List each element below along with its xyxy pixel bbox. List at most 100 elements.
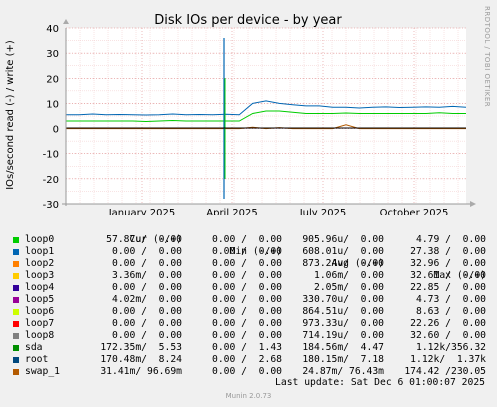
legend-max: 32.61 / 0.00 (410, 270, 486, 281)
legend-swatch (13, 297, 19, 303)
legend-swatch (13, 261, 19, 267)
legend-name: sda (25, 342, 43, 353)
legend-row-loop8: loop8 0.00 / 0.00 0.00 / 0.00 714.19u/ 0.00… (10, 330, 490, 342)
y-tick-label: -20 (43, 175, 59, 186)
legend-name: loop5 (25, 294, 55, 305)
legend-name: root (25, 354, 49, 365)
legend-row-loop5: loop5 4.02m/ 0.00 0.00 / 0.00 330.70u/ 0.00… (10, 294, 490, 306)
legend-cur: 57.87u/ 0.00 (106, 234, 182, 245)
legend-row-loop4: loop4 0.00 / 0.00 0.00 / 0.00 2.05m/ 0.00 22… (10, 282, 490, 294)
legend-cur: 0.00 / 0.00 (112, 318, 182, 329)
legend-header-min: Min (-/+) (229, 246, 283, 257)
y-tick-label: 30 (46, 49, 59, 60)
legend-max: 4.73 / 0.00 (416, 294, 486, 305)
x-tick-label: October 2025 (380, 208, 449, 215)
legend-avg: 864.51u/ 0.00 (302, 306, 384, 317)
legend-max: 1.12k/ 1.37k (410, 354, 486, 365)
x-axis-arrow (470, 201, 476, 207)
legend-swatch (13, 333, 19, 339)
legend-avg: 2.05m/ 0.00 (314, 282, 384, 293)
y-tick-label: 0 (53, 125, 59, 136)
legend-cur: 31.41m/ 96.69m (100, 366, 182, 377)
legend-avg: 608.01u/ 0.00 (302, 246, 384, 257)
legend-avg: 973.33u/ 0.00 (302, 318, 384, 329)
series-line-swap_1 (66, 124, 466, 130)
legend-swatch (13, 285, 19, 291)
legend-max: 22.85 / 0.00 (410, 282, 486, 293)
legend-swatch (13, 321, 19, 327)
legend-max: 4.79 / 0.00 (416, 234, 486, 245)
series-line-root (66, 100, 467, 116)
y-axis-arrow (63, 19, 69, 24)
legend-row-loop7: loop7 0.00 / 0.00 0.00 / 0.00 973.33u/ 0.00… (10, 318, 490, 330)
legend-row-sda: sda 172.35m/ 5.53 0.00 / 1.43 184.56m/ 4.47… (10, 342, 490, 354)
legend-cur: 0.00 / 0.00 (112, 306, 182, 317)
legend-name: loop7 (25, 318, 55, 329)
legend-cur: 0.00 / 0.00 (112, 282, 182, 293)
legend-name: loop1 (25, 246, 55, 257)
chart: Disk IOs per device - by year IOs/second… (5, 6, 491, 215)
legend-avg: 714.19u/ 0.00 (302, 330, 384, 341)
legend-max: 32.60 / 0.00 (410, 330, 486, 341)
legend-name: loop6 (25, 306, 55, 317)
legend-row-loop0: loop0 57.87u/ 0.00 0.00 / 0.00 905.96u/ 0.0… (10, 234, 490, 246)
legend-name: swap_1 (25, 366, 60, 377)
legend-name: loop4 (25, 282, 55, 293)
legend-max: 1.12k/356.32 (416, 342, 486, 353)
legend-name: loop0 (25, 234, 55, 245)
legend-avg: 330.70u/ 0.00 (302, 294, 384, 305)
legend-max: 8.63 / 0.00 (416, 306, 486, 317)
legend-max: 27.38 / 0.00 (410, 246, 486, 257)
legend-name: loop8 (25, 330, 55, 341)
grid (66, 27, 466, 205)
x-tick-label: January 2025 (108, 208, 176, 215)
legend-min: 0.00 / 0.00 (212, 234, 282, 245)
legend-min: 0.00 / 0.00 (212, 306, 282, 317)
legend-cur: 0.00 / 0.00 (112, 330, 182, 341)
legend-max: 174.42 /230.05 (404, 366, 486, 377)
legend-row-swap_1: swap_1 31.41m/ 96.69m 0.00 / 0.00 24.87m/ 7… (10, 366, 490, 378)
legend-avg: 873.24u/ 0.00 (302, 258, 384, 269)
legend-cur: 172.35m/ 5.53 (100, 342, 182, 353)
legend-max: 32.96 / 0.00 (410, 258, 486, 269)
x-tick-label: July 2025 (299, 208, 347, 215)
legend-swatch (13, 345, 19, 351)
y-ticks: 40 30 20 10 0 -10 -20 -30 (43, 24, 59, 211)
legend-row-loop6: loop6 0.00 / 0.00 0.00 / 0.00 864.51u/ 0.00… (10, 306, 490, 318)
legend-swatch (13, 309, 19, 315)
legend-min: 0.00 / 0.00 (212, 294, 282, 305)
legend-swatch (13, 357, 19, 363)
legend-row-loop3: loop3 3.36m/ 0.00 0.00 / 0.00 1.06m/ 0.00 32… (10, 270, 490, 282)
legend-min: 0.00 / 1.43 (212, 342, 282, 353)
legend-swatch (13, 237, 19, 243)
legend-cur: 4.02m/ 0.00 (112, 294, 182, 305)
legend-avg: 180.15m/ 7.18 (302, 354, 384, 365)
legend-cur: 0.00 / 0.00 (112, 258, 182, 269)
legend-min: 0.00 / 2.68 (212, 354, 282, 365)
chart-title: Disk IOs per device - by year (154, 13, 342, 28)
series-group (66, 38, 467, 199)
legend-header: Cur (-/+) Min (-/+) Avg (-/+) Max (-/+) (10, 222, 490, 281)
legend-min: 0.00 / 0.00 (212, 330, 282, 341)
last-update: Last update: Sat Dec 6 01:00:07 2025 (275, 377, 485, 388)
legend-min: 0.00 / 0.00 (212, 282, 282, 293)
legend-row-loop2: loop2 0.00 / 0.00 0.00 / 0.00 873.24u/ 0.00… (10, 258, 490, 270)
legend-max: 22.26 / 0.00 (410, 318, 486, 329)
vertical-label: RRDTOOL / TOBI OETIKER (483, 6, 491, 107)
legend-min: 0.00 / 0.00 (212, 258, 282, 269)
legend-avg: 905.96u/ 0.00 (302, 234, 384, 245)
legend-row-root: root 170.48m/ 8.24 0.00 / 2.68 180.15m/ 7.1… (10, 354, 490, 366)
y-tick-label: 20 (46, 74, 59, 85)
legend-avg: 24.87m/ 76.43m (302, 366, 384, 377)
legend-cur: 170.48m/ 8.24 (100, 354, 182, 365)
legend-swatch (13, 249, 19, 255)
legend-row-loop1: loop1 0.00 / 0.00 0.00 / 0.00 608.01u/ 0.00… (10, 246, 490, 258)
x-ticks: January 2025 April 2025 July 2025 October 2… (108, 208, 449, 215)
y-tick-label: 10 (46, 99, 59, 110)
legend-swatch (13, 369, 19, 375)
legend-header-cur: Cur (-/+) (129, 234, 183, 245)
y-tick-label: 40 (46, 24, 59, 35)
legend-header-max: Max (-/+) (433, 270, 487, 281)
y-axis-label: IOs/second read (-) / write (+) (5, 40, 16, 190)
series-line-sda (66, 110, 466, 123)
